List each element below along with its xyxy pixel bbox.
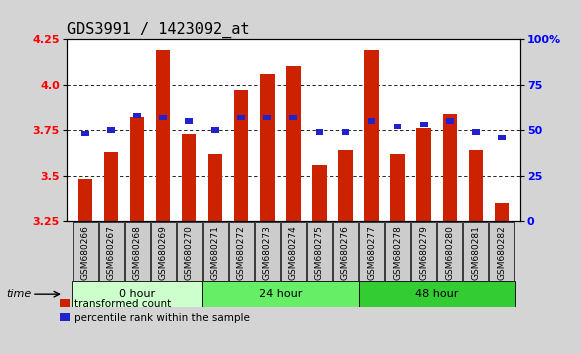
Text: 0 hour: 0 hour <box>119 289 155 299</box>
Bar <box>130 117 144 221</box>
Bar <box>208 154 223 221</box>
Bar <box>159 115 167 120</box>
Bar <box>182 134 196 221</box>
Bar <box>211 127 219 133</box>
Text: GSM680276: GSM680276 <box>341 225 350 280</box>
Text: GSM680273: GSM680273 <box>263 225 272 280</box>
Text: GSM680266: GSM680266 <box>81 225 89 280</box>
Text: 24 hour: 24 hour <box>259 289 302 299</box>
Text: GSM680281: GSM680281 <box>471 225 480 280</box>
Bar <box>390 154 405 221</box>
Bar <box>411 222 436 281</box>
Bar <box>489 222 514 281</box>
Bar <box>177 222 202 281</box>
Bar <box>437 222 462 281</box>
Text: 48 hour: 48 hour <box>415 289 458 299</box>
Bar <box>185 118 193 124</box>
Bar <box>238 115 245 120</box>
Bar <box>133 113 141 118</box>
Bar <box>307 222 332 281</box>
Text: GDS3991 / 1423092_at: GDS3991 / 1423092_at <box>67 21 249 38</box>
Text: GSM680271: GSM680271 <box>211 225 220 280</box>
Bar <box>394 124 401 129</box>
Text: GSM680282: GSM680282 <box>497 225 506 280</box>
Bar <box>338 150 353 221</box>
Bar <box>463 222 488 281</box>
Bar <box>359 222 384 281</box>
Bar <box>417 128 431 221</box>
Bar <box>107 127 115 133</box>
Bar <box>203 222 228 281</box>
Bar <box>73 222 98 281</box>
Legend: transformed count, percentile rank within the sample: transformed count, percentile rank withi… <box>60 299 250 323</box>
Text: GSM680280: GSM680280 <box>445 225 454 280</box>
Bar <box>342 129 349 135</box>
Bar <box>313 165 327 221</box>
Bar <box>260 74 274 221</box>
Bar <box>333 222 358 281</box>
Text: GSM680278: GSM680278 <box>393 225 402 280</box>
Text: GSM680275: GSM680275 <box>315 225 324 280</box>
Bar <box>125 222 150 281</box>
Bar <box>468 150 483 221</box>
Text: GSM680272: GSM680272 <box>237 225 246 280</box>
Text: GSM680268: GSM680268 <box>132 225 142 280</box>
Bar <box>281 222 306 281</box>
Bar <box>202 281 358 307</box>
Text: time: time <box>6 289 31 299</box>
Bar <box>358 281 515 307</box>
Bar <box>419 122 428 127</box>
Bar <box>150 222 175 281</box>
Text: GSM680267: GSM680267 <box>106 225 116 280</box>
Bar <box>364 50 379 221</box>
Bar <box>104 152 119 221</box>
Bar <box>255 222 280 281</box>
Bar <box>156 50 170 221</box>
Bar <box>472 129 480 135</box>
Bar <box>315 129 324 135</box>
Bar <box>263 115 271 120</box>
Bar <box>385 222 410 281</box>
Bar <box>72 281 202 307</box>
Bar <box>498 135 505 140</box>
Bar <box>81 131 89 137</box>
Bar <box>234 90 249 221</box>
Bar <box>494 203 509 221</box>
Text: GSM680270: GSM680270 <box>185 225 193 280</box>
Text: GSM680277: GSM680277 <box>367 225 376 280</box>
Text: GSM680279: GSM680279 <box>419 225 428 280</box>
Bar <box>289 115 297 120</box>
Bar <box>78 179 92 221</box>
Bar <box>229 222 254 281</box>
Bar <box>99 222 124 281</box>
Bar <box>443 114 457 221</box>
Text: GSM680269: GSM680269 <box>159 225 168 280</box>
Bar <box>368 118 375 124</box>
Bar <box>446 118 454 124</box>
Text: GSM680274: GSM680274 <box>289 225 298 280</box>
Bar <box>286 66 300 221</box>
